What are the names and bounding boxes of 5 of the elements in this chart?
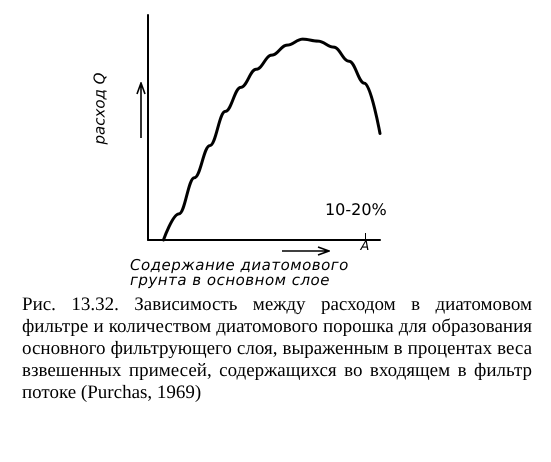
text: Рис. 13.32. Зависимость между расходом в диатомовом фильтре и количеством диатомового порошка для образования основного фильтрующего слоя, выраженным в процентах веса взвешенных примесей, содержащихся во входящем в фильтр потоке (Purchas, 1969)	[22, 294, 532, 404]
annotation: 10-20%	[325, 200, 387, 219]
y-axis-title: расход Q	[90, 72, 108, 146]
x-axis-title: Содержание диатомового грунта в основном слое	[130, 256, 350, 289]
annotation: A	[360, 239, 370, 254]
